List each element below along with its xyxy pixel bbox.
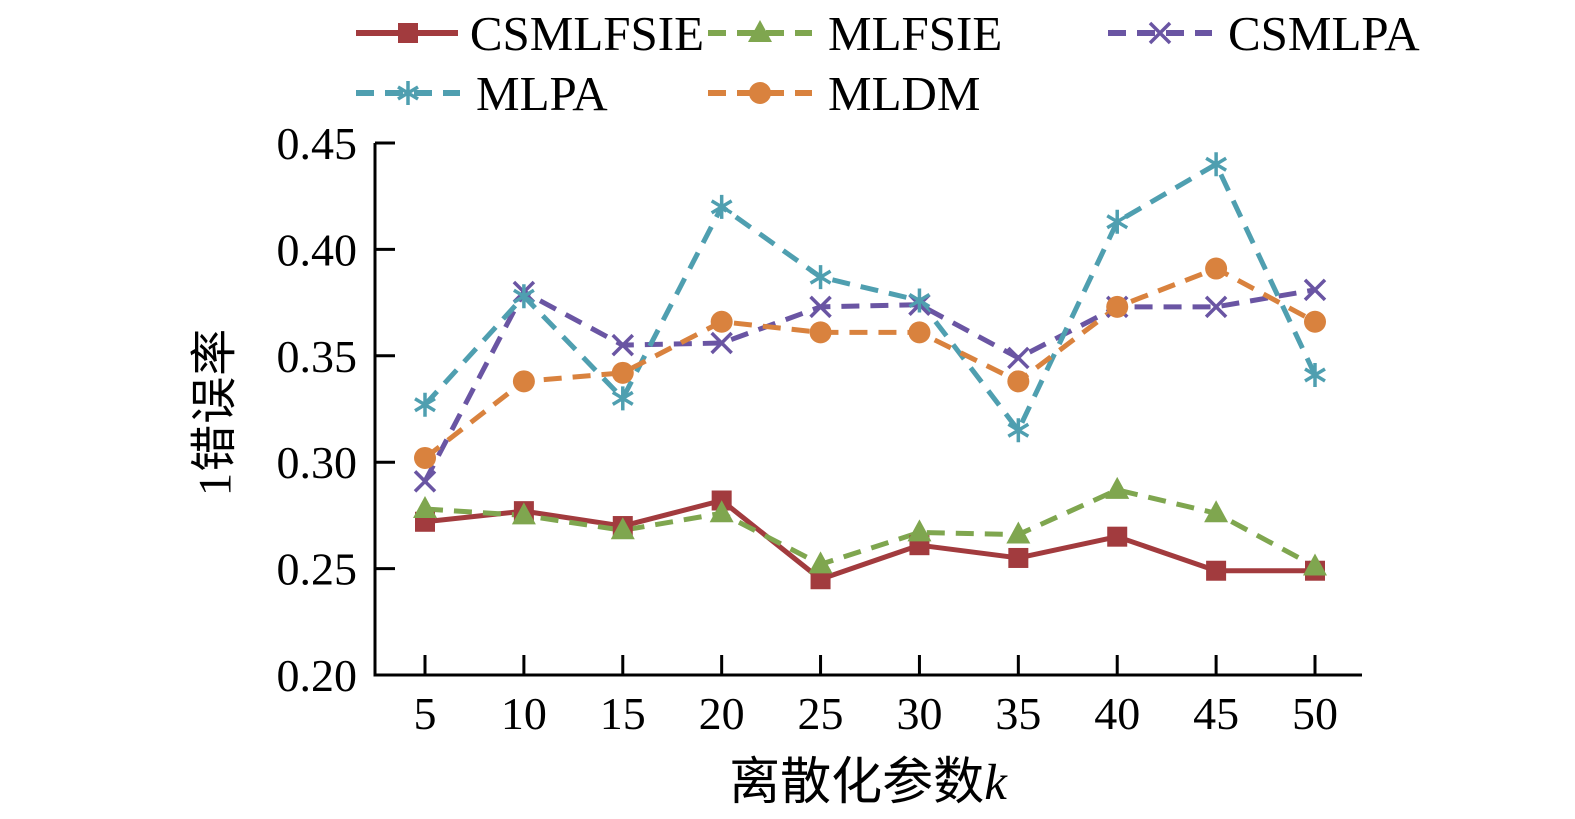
x-axis-label: 离散化参数k [729, 740, 1007, 814]
svg-text:35: 35 [995, 688, 1041, 739]
legend-label: MLDM [828, 65, 981, 121]
y-axis-label-text: 1错误率 [189, 327, 242, 497]
x-marker-icon [1108, 21, 1212, 45]
legend-label: CSMLFSIE [469, 5, 704, 61]
svg-text:25: 25 [798, 688, 844, 739]
svg-text:0.35: 0.35 [277, 331, 358, 382]
legend-label: MLPA [476, 65, 608, 121]
svg-text:0.20: 0.20 [277, 650, 358, 701]
legend-item-mlpa: MLPA [352, 64, 704, 122]
x-axis-label-text: 离散化参数 [729, 755, 985, 811]
svg-text:20: 20 [699, 688, 745, 739]
triangle-marker-icon [708, 20, 812, 42]
svg-text:0.30: 0.30 [277, 437, 358, 488]
asterisk-marker-icon [356, 81, 460, 105]
svg-text:10: 10 [501, 688, 547, 739]
legend-item-mlfsie: MLFSIE [704, 4, 1104, 62]
legend-label: MLFSIE [828, 5, 1003, 61]
svg-text:45: 45 [1193, 688, 1239, 739]
legend-item-csmlpa: CSMLPA [1104, 4, 1420, 62]
svg-text:15: 15 [600, 688, 646, 739]
chart-legend: CSMLFSIE MLFSIE CSMLPA MLPA MLDM [352, 4, 1420, 122]
svg-text:30: 30 [896, 688, 942, 739]
svg-text:40: 40 [1094, 688, 1140, 739]
circle-marker-icon [708, 82, 812, 104]
y-axis-label: 1错误率 [176, 328, 245, 497]
svg-text:0.25: 0.25 [277, 544, 358, 595]
legend-item-mldm: MLDM [704, 64, 1104, 122]
svg-text:0.45: 0.45 [277, 118, 358, 169]
legend-item-csmlfsie: CSMLFSIE [352, 4, 704, 62]
legend-label: CSMLPA [1228, 5, 1420, 61]
svg-text:50: 50 [1292, 688, 1338, 739]
x-axis-label-variable: k [984, 755, 1007, 811]
svg-text:0.40: 0.40 [277, 224, 358, 275]
svg-text:5: 5 [414, 688, 437, 739]
square-marker-icon [356, 23, 458, 43]
